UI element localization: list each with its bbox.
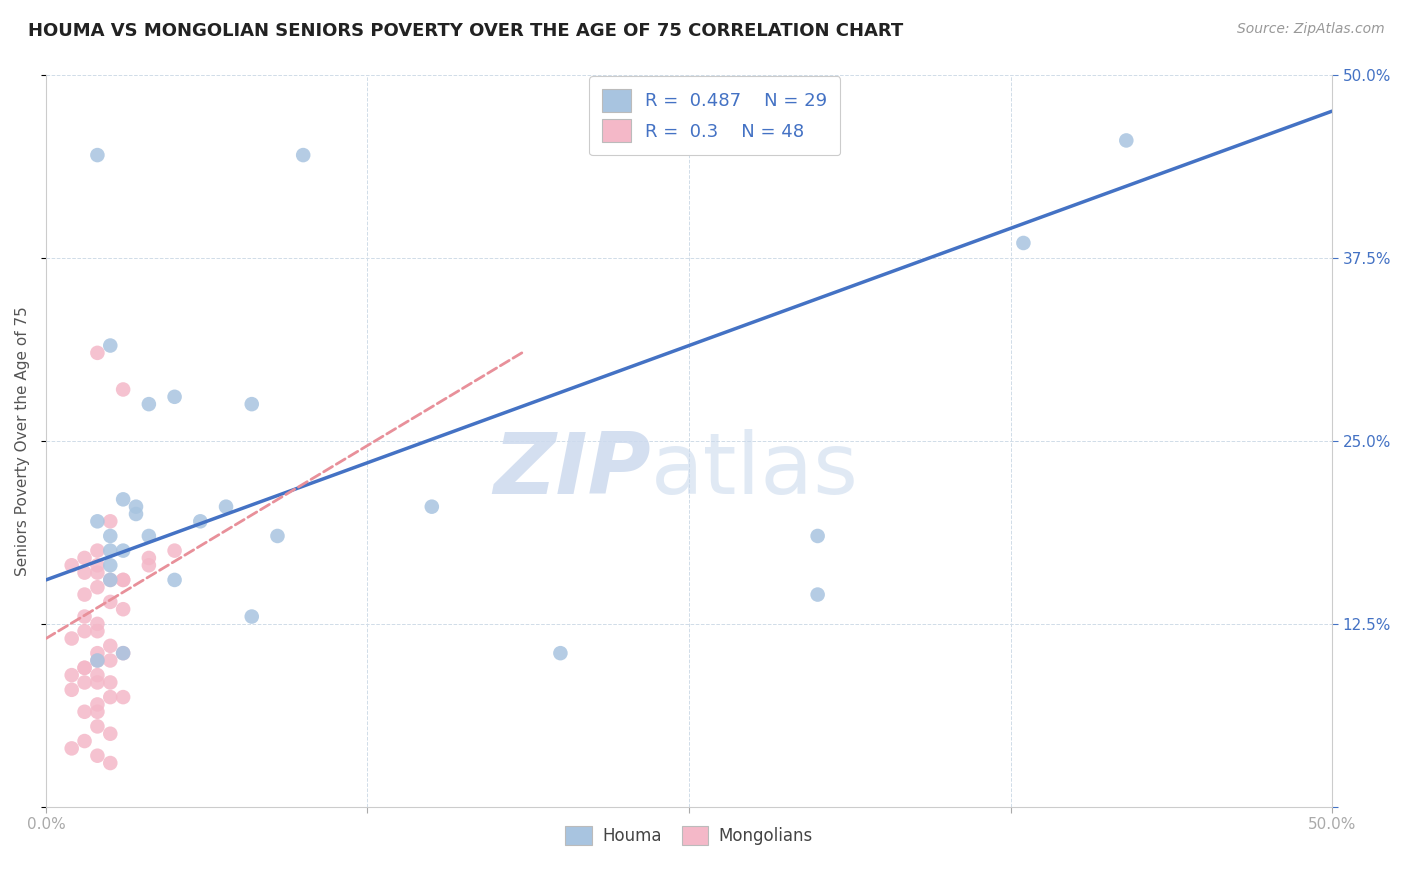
Point — [86, 558, 108, 573]
Point — [138, 550, 160, 565]
Text: HOUMA VS MONGOLIAN SENIORS POVERTY OVER THE AGE OF 75 CORRELATION CHART: HOUMA VS MONGOLIAN SENIORS POVERTY OVER … — [28, 22, 904, 40]
Point — [86, 514, 108, 528]
Point — [240, 397, 263, 411]
Point — [86, 705, 108, 719]
Point — [112, 543, 135, 558]
Point — [292, 148, 315, 162]
Point — [60, 668, 83, 682]
Point — [73, 588, 96, 602]
Text: atlas: atlas — [651, 428, 859, 511]
Point — [73, 675, 96, 690]
Point — [163, 390, 186, 404]
Point — [86, 346, 108, 360]
Point — [86, 543, 108, 558]
Point — [138, 529, 160, 543]
Point — [98, 573, 121, 587]
Point — [112, 573, 135, 587]
Point — [215, 500, 238, 514]
Point — [86, 748, 108, 763]
Point — [138, 558, 160, 573]
Point — [98, 690, 121, 705]
Point — [60, 741, 83, 756]
Point — [125, 500, 148, 514]
Point — [138, 397, 160, 411]
Point — [1115, 133, 1137, 147]
Point — [86, 675, 108, 690]
Point — [73, 624, 96, 639]
Point — [98, 558, 121, 573]
Point — [86, 646, 108, 660]
Point — [807, 529, 830, 543]
Point — [60, 558, 83, 573]
Point — [112, 383, 135, 397]
Point — [98, 756, 121, 770]
Point — [112, 602, 135, 616]
Point — [112, 573, 135, 587]
Point — [86, 624, 108, 639]
Point — [73, 550, 96, 565]
Point — [98, 514, 121, 528]
Legend: R =  0.487    N = 29, R =  0.3    N = 48: R = 0.487 N = 29, R = 0.3 N = 48 — [589, 76, 841, 155]
Point — [86, 616, 108, 631]
Point — [73, 734, 96, 748]
Point — [86, 653, 108, 667]
Point — [86, 698, 108, 712]
Point — [163, 573, 186, 587]
Point — [1012, 235, 1035, 250]
Point — [188, 514, 211, 528]
Point — [112, 646, 135, 660]
Point — [98, 675, 121, 690]
Point — [807, 588, 830, 602]
Point — [98, 653, 121, 667]
Point — [112, 646, 135, 660]
Point — [60, 682, 83, 697]
Point — [550, 646, 572, 660]
Point — [98, 639, 121, 653]
Text: Source: ZipAtlas.com: Source: ZipAtlas.com — [1237, 22, 1385, 37]
Point — [240, 609, 263, 624]
Text: ZIP: ZIP — [494, 428, 651, 511]
Point — [163, 543, 186, 558]
Point — [73, 609, 96, 624]
Point — [60, 632, 83, 646]
Point — [86, 719, 108, 733]
Point — [112, 492, 135, 507]
Point — [86, 580, 108, 594]
Point — [98, 543, 121, 558]
Point — [86, 653, 108, 667]
Point — [73, 661, 96, 675]
Point — [125, 507, 148, 521]
Point — [420, 500, 443, 514]
Point — [73, 566, 96, 580]
Point — [73, 661, 96, 675]
Point — [98, 338, 121, 352]
Point — [266, 529, 288, 543]
Point — [98, 573, 121, 587]
Point — [86, 668, 108, 682]
Point — [86, 148, 108, 162]
Y-axis label: Seniors Poverty Over the Age of 75: Seniors Poverty Over the Age of 75 — [15, 306, 30, 575]
Point — [86, 566, 108, 580]
Point — [98, 595, 121, 609]
Point — [98, 529, 121, 543]
Point — [112, 690, 135, 705]
Point — [73, 705, 96, 719]
Point — [98, 727, 121, 741]
